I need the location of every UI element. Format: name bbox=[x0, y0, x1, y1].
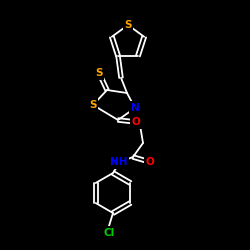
Text: O: O bbox=[146, 157, 154, 167]
Text: S: S bbox=[89, 100, 97, 110]
Text: O: O bbox=[132, 117, 140, 127]
Text: N: N bbox=[130, 103, 140, 113]
Text: S: S bbox=[95, 68, 103, 78]
Text: S: S bbox=[124, 20, 132, 30]
Text: Cl: Cl bbox=[104, 228, 115, 238]
Text: NH: NH bbox=[110, 157, 128, 167]
